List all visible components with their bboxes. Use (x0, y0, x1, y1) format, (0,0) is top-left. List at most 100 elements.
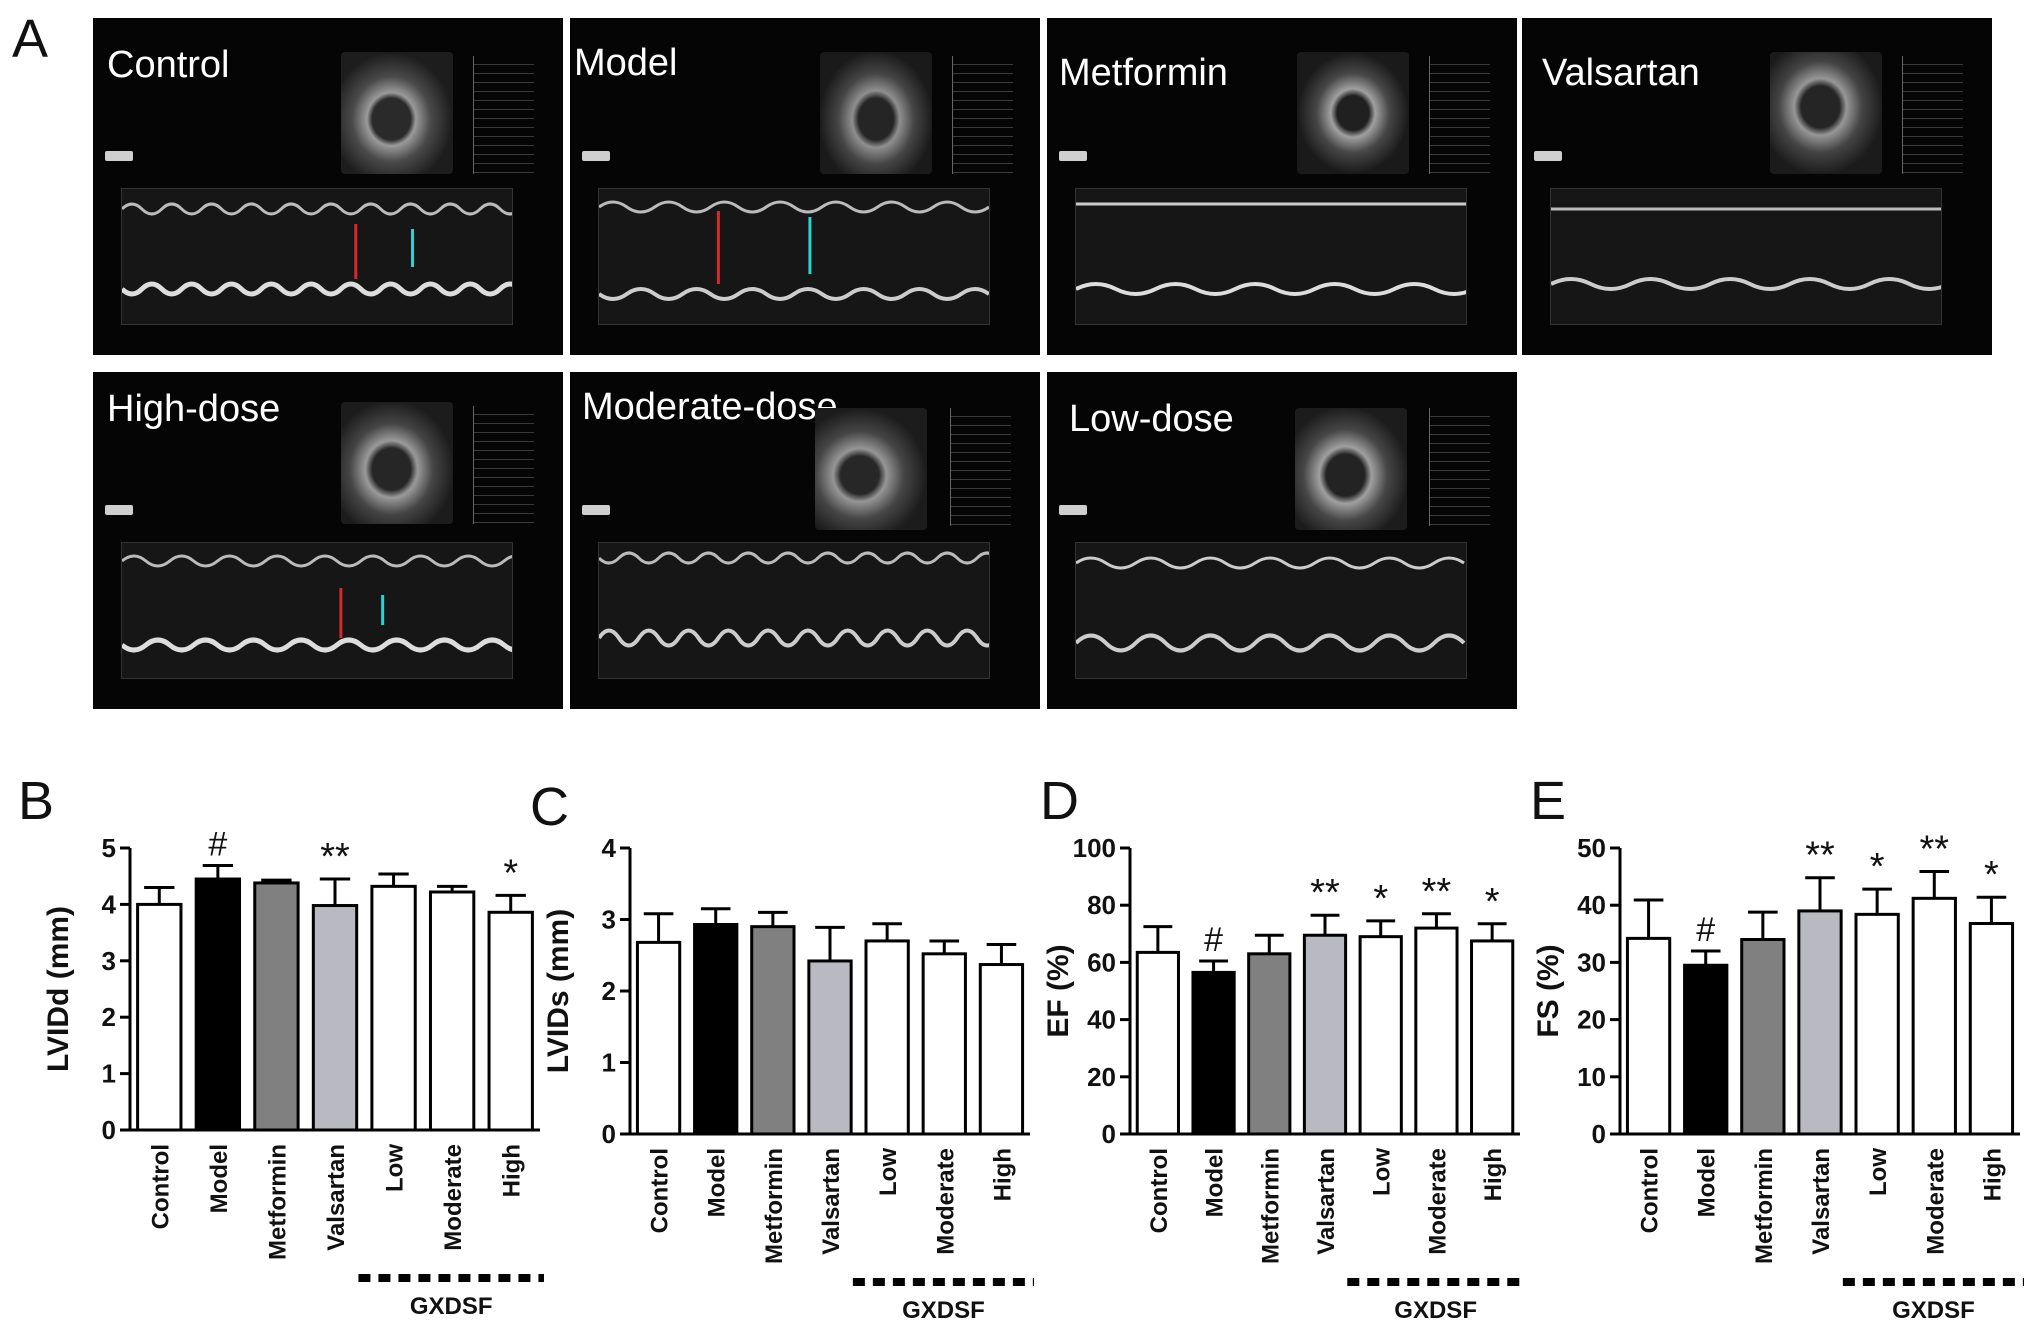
chart-c-group-label: GXDSF (902, 1297, 985, 1324)
chart-d-bar-low (1358, 935, 1403, 1136)
chart-e-bar-high (1968, 922, 2015, 1136)
chart-c-bar-moderate (921, 952, 967, 1136)
chart-b-x-tick-label: Metformin (264, 1144, 291, 1260)
chart-d-x-tick-label: Valsartan (1313, 1148, 1340, 1255)
chart-c-y-tick-label: 2 (602, 976, 616, 1006)
chart-d-x-tick-label: Control (1146, 1148, 1173, 1233)
chart-b-bar-model (194, 877, 242, 1132)
chart-e-group-label: GXDSF (1892, 1297, 1975, 1324)
chart-d-bar-moderate (1414, 926, 1459, 1136)
chart-c-x-tick-label: Valsartan (818, 1148, 845, 1255)
chart-b-x-tick-label: Valsartan (323, 1144, 350, 1251)
chart-b-bar-metformin (253, 881, 300, 1132)
m-mode-trace (1550, 188, 1950, 325)
chart-e-bar-low (1854, 912, 1900, 1136)
echo-title: Model (574, 42, 678, 84)
chart-d-bar-control (1135, 950, 1180, 1136)
echo-panel-valsartan: Valsartan (1522, 18, 1992, 355)
chart-e-significance-marker: ** (1919, 828, 1949, 870)
echo-panel-model: Model (570, 18, 1040, 355)
panel-letter-d: D (1040, 771, 1079, 831)
chart-d-significance-marker: # (1204, 921, 1223, 959)
echo-title: Low-dose (1069, 398, 1234, 440)
chart-c-y-tick-label: 1 (602, 1048, 616, 1078)
chart-d-significance-marker: * (1373, 878, 1388, 920)
chart-c-y-tick-label: 0 (602, 1119, 616, 1149)
chart-e-x-tick-label: Metformin (1751, 1148, 1778, 1264)
chart-e-x-tick-label: Moderate (1922, 1148, 1949, 1255)
chart-b-bar-high (487, 910, 534, 1132)
chart-d-y-tick-label: 100 (1073, 833, 1116, 863)
echo-panel-high-dose: High-dose (93, 372, 563, 709)
depth-scale (1429, 56, 1490, 174)
chart-d-y-tick-label: 40 (1087, 1005, 1116, 1035)
label-tag (1059, 151, 1087, 161)
chart-b-significance-marker: * (503, 852, 518, 894)
b-mode-image (341, 52, 453, 174)
chart-e-bar-control (1625, 936, 1672, 1136)
chart-b-x-tick-label: Low (382, 1144, 409, 1192)
m-mode-trace (597, 542, 999, 679)
chart-d-significance-marker: ** (1310, 872, 1340, 914)
echo-title: High-dose (107, 388, 281, 430)
chart-d-x-tick-label: Low (1369, 1148, 1396, 1196)
chart-e-significance-marker: * (1870, 846, 1885, 888)
chart-e-significance-marker: # (1696, 911, 1715, 949)
chart-e-bar-metformin (1740, 938, 1786, 1136)
chart-e-y-tick-label: 50 (1577, 833, 1606, 863)
chart-b-y-tick-label: 0 (102, 1115, 116, 1145)
chart-c-x-tick-label: Control (647, 1148, 674, 1233)
chart-b-group-label: GXDSF (410, 1293, 493, 1320)
depth-scale (473, 56, 534, 174)
chart-c-x-tick-label: Low (875, 1148, 902, 1196)
chart-e-x-tick-label: High (1979, 1148, 2006, 1201)
echo-title: Metformin (1059, 52, 1228, 94)
panel-letter-a: A (12, 9, 49, 69)
chart-c-y-tick-label: 3 (602, 905, 616, 935)
chart-b-x-tick-label: Moderate (440, 1144, 467, 1251)
chart-e-x-tick-label: Model (1694, 1148, 1721, 1217)
chart-b-bar-moderate (428, 890, 476, 1132)
chart-c-bar-model (693, 923, 739, 1136)
chart-c-x-tick-label: Moderate (932, 1148, 959, 1255)
chart-c-bar-metformin (750, 925, 796, 1136)
chart-b-bar-control (136, 902, 183, 1132)
chart-b-y-tick-label: 2 (102, 1002, 116, 1032)
chart-b-y-tick-label: 4 (102, 889, 117, 919)
chart-e-significance-marker: * (1984, 854, 1999, 896)
chart-c-y-tick-label: 4 (602, 833, 617, 863)
chart-lvids: 0 1 2 3 4 LVIDs (mm) Control Model Metformin Vals… (542, 833, 1034, 1324)
chart-b-bar-low (370, 884, 417, 1132)
depth-scale (473, 406, 534, 524)
chart-d-x-tick-label: Model (1202, 1148, 1229, 1217)
b-mode-image (820, 52, 932, 174)
chart-b-y-axis-label: LVIDd (mm) (42, 906, 75, 1072)
depth-scale (1902, 56, 1963, 174)
chart-b-bar-valsartan (311, 904, 359, 1132)
chart-e-bar-model (1683, 963, 1729, 1136)
chart-c-bar-control (635, 940, 682, 1136)
b-mode-image (1770, 52, 1882, 174)
chart-d-y-tick-label: 80 (1087, 890, 1116, 920)
m-mode-trace (120, 188, 522, 325)
echo-panel-low-dose: Low-dose (1047, 372, 1517, 709)
chart-e-y-tick-label: 10 (1577, 1062, 1606, 1092)
m-mode-trace (1075, 188, 1475, 325)
label-tag (105, 151, 133, 161)
chart-e-x-tick-label: Control (1637, 1148, 1664, 1233)
chart-d-y-axis-label: EF (%) (1042, 944, 1075, 1037)
chart-e-significance-marker: ** (1805, 835, 1835, 877)
chart-d-bar-high (1470, 939, 1515, 1136)
label-tag (105, 505, 133, 515)
chart-e-y-tick-label: 20 (1577, 1005, 1606, 1035)
m-mode-trace (597, 188, 991, 325)
depth-scale (1429, 408, 1490, 526)
chart-e-y-tick-label: 0 (1592, 1119, 1606, 1149)
depth-scale (950, 408, 1011, 526)
echo-panel-moderate-dose: Moderate-dose (570, 372, 1040, 709)
echo-title: Moderate-dose (582, 386, 838, 428)
chart-d-x-tick-label: Moderate (1424, 1148, 1451, 1255)
b-mode-image (1297, 52, 1409, 174)
chart-d-bar-valsartan (1302, 933, 1348, 1136)
